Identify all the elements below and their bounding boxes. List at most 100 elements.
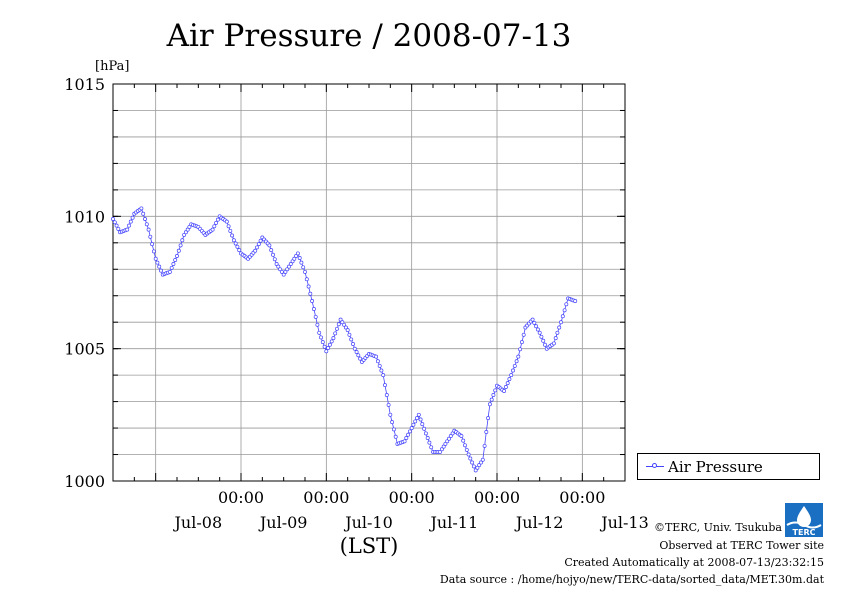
data-point: [519, 340, 524, 345]
data-point: [560, 314, 565, 319]
data-point: [514, 359, 519, 364]
data-point: [427, 440, 432, 445]
data-point: [471, 464, 476, 469]
data-point: [489, 397, 494, 402]
data-point: [226, 224, 231, 229]
data-point: [386, 402, 391, 407]
series-line: [112, 207, 576, 472]
data-point: [503, 385, 508, 389]
data-point: [278, 267, 283, 272]
data-point: [377, 363, 382, 368]
data-point: [299, 260, 304, 265]
data-point: [352, 346, 357, 351]
data-point: [256, 242, 261, 247]
data-point: [507, 377, 512, 382]
y-tick-label: 1015: [64, 75, 105, 94]
data-point: [484, 430, 489, 434]
data-point: [416, 412, 421, 417]
data-point: [406, 432, 411, 437]
data-point: [315, 322, 320, 327]
data-point: [169, 265, 174, 270]
data-point: [311, 307, 316, 311]
data-point: [153, 256, 158, 261]
data-point: [215, 217, 220, 222]
data-point: [183, 230, 188, 235]
data-point: [326, 346, 331, 350]
axis-ticks: [113, 83, 625, 482]
data-point: [379, 368, 384, 373]
data-point: [336, 322, 341, 327]
x-day-label: Jul-10: [343, 513, 393, 532]
data-point: [423, 431, 428, 436]
x-time-label: 00:00: [303, 488, 349, 507]
data-point: [128, 219, 133, 224]
data-point: [310, 299, 315, 303]
data-point: [276, 264, 281, 269]
data-point: [292, 256, 297, 261]
data-point: [139, 206, 144, 211]
source-text: Data source : /home/hojyo/new/TERC-data/…: [439, 573, 824, 586]
data-point: [349, 337, 354, 342]
data-point: [130, 215, 135, 220]
data-point: [345, 328, 350, 333]
data-point: [374, 354, 379, 359]
data-point: [111, 217, 115, 221]
data-point: [331, 336, 336, 341]
data-point: [212, 224, 217, 229]
data-point: [151, 249, 156, 254]
x-day-label: Jul-08: [173, 513, 223, 532]
data-point: [461, 438, 466, 443]
data-point: [402, 439, 407, 444]
data-point: [555, 330, 560, 335]
data-point: [429, 445, 434, 450]
data-point: [258, 238, 263, 243]
data-point: [319, 335, 323, 340]
y-tick-label: 1010: [64, 207, 105, 226]
data-point: [155, 260, 160, 265]
data-point: [521, 332, 526, 337]
data-point: [491, 393, 496, 397]
data-point: [347, 332, 352, 337]
data-point: [148, 234, 153, 239]
data-point: [539, 334, 544, 339]
data-point: [125, 227, 130, 232]
series-air-pressure: [111, 206, 578, 473]
data-point: [267, 243, 272, 248]
data-point: [269, 248, 274, 253]
data-point: [178, 243, 183, 248]
x-time-label: 00:00: [474, 488, 520, 507]
data-point: [210, 227, 215, 232]
data-point: [146, 227, 151, 232]
data-point: [564, 302, 569, 307]
data-point: [390, 420, 395, 425]
data-point: [573, 299, 578, 303]
data-point: [381, 373, 386, 378]
data-point: [116, 226, 121, 231]
grid: [113, 84, 625, 481]
data-point: [477, 463, 482, 468]
data-point: [237, 248, 242, 253]
data-point: [235, 244, 240, 249]
data-point: [509, 373, 514, 378]
data-point: [301, 265, 306, 270]
observed-text: Observed at TERC Tower site: [659, 539, 824, 552]
data-point: [112, 220, 117, 225]
data-point: [551, 341, 556, 346]
data-point: [233, 241, 238, 246]
data-point: [295, 251, 300, 256]
data-point: [486, 416, 491, 421]
data-point: [375, 359, 380, 364]
y-tick-labels: 1000 1005 1010 1015: [64, 75, 105, 491]
data-point: [534, 324, 539, 329]
data-point: [175, 254, 179, 258]
data-point: [541, 338, 546, 343]
data-point: [438, 449, 443, 454]
data-point: [480, 457, 485, 462]
legend-label: Air Pressure: [668, 458, 763, 476]
terc-logo-icon: TERC: [785, 503, 823, 537]
data-point: [388, 412, 393, 417]
data-point: [297, 256, 302, 260]
data-point: [343, 325, 348, 330]
x-day-label: Jul-11: [429, 513, 479, 532]
